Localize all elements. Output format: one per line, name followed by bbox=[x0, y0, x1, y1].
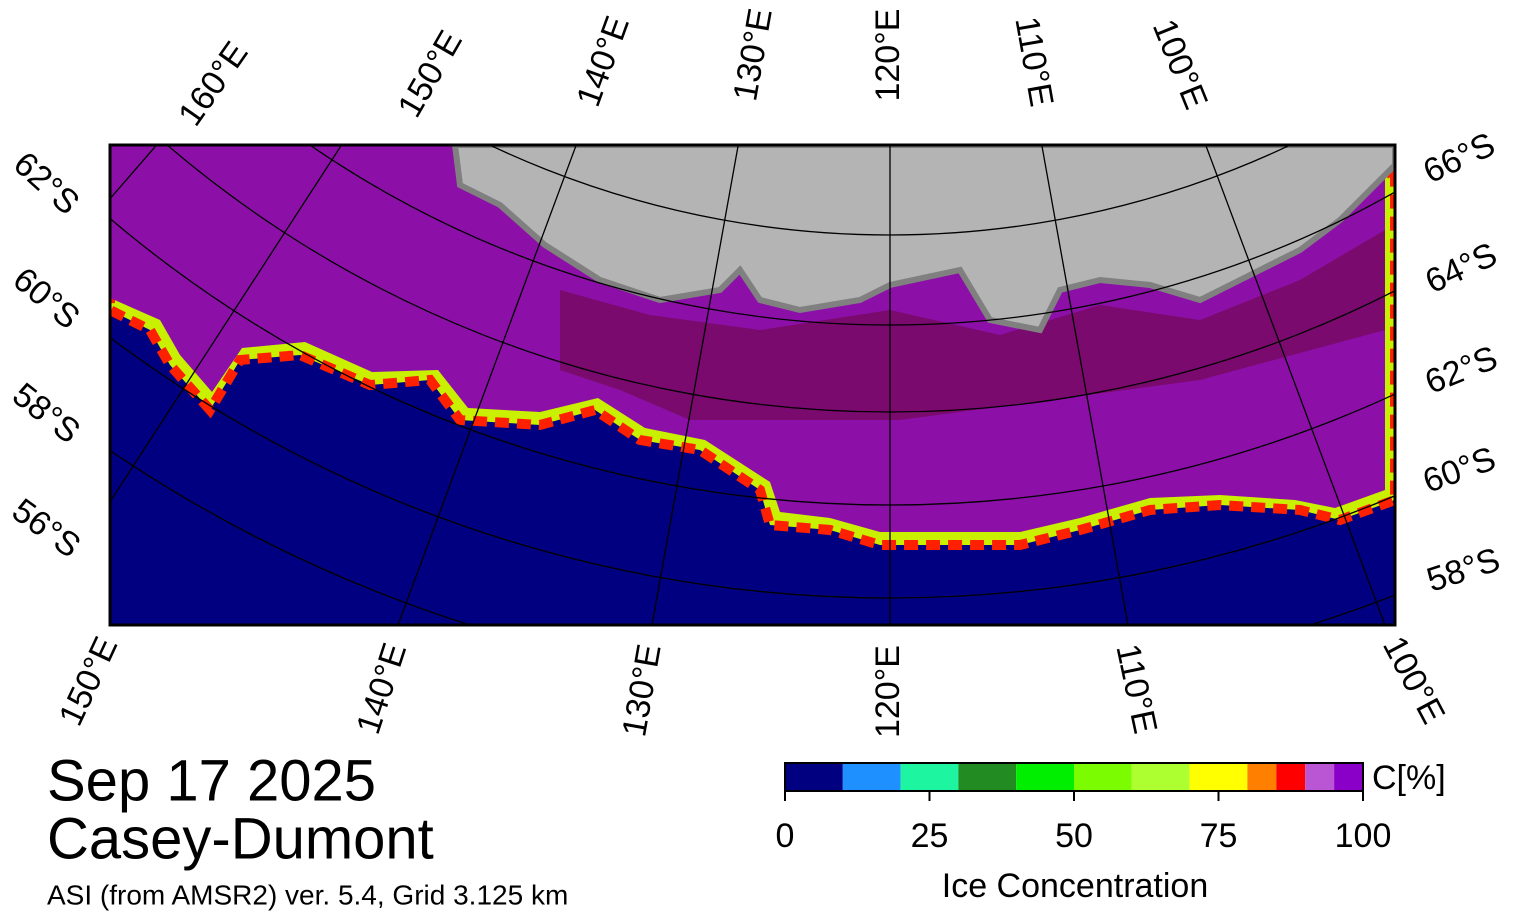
colorbar: 0 25 50 75 100 bbox=[776, 762, 1392, 855]
map bbox=[110, 145, 1395, 625]
coordinate-label: 100°E bbox=[1145, 14, 1215, 114]
graticule bbox=[110, 145, 1395, 625]
coordinate-label: 60°S bbox=[1418, 440, 1501, 501]
colorbar-segment bbox=[1189, 763, 1248, 791]
colorbar-segment bbox=[1016, 763, 1074, 791]
parallel bbox=[309, 145, 1395, 326]
coordinate-label: 66°S bbox=[1418, 125, 1501, 191]
colorbar-segment bbox=[1131, 763, 1190, 791]
coordinate-label: 150°E bbox=[391, 24, 470, 124]
coordinate-label: 120°E bbox=[869, 8, 907, 101]
parallel bbox=[166, 145, 1395, 413]
map-frame bbox=[108, 143, 1397, 627]
colorbar-tick-label: 50 bbox=[1055, 817, 1093, 855]
coordinate-label: 150°E bbox=[52, 631, 126, 731]
region-title: Casey-Dumont bbox=[47, 806, 434, 871]
coordinate-label: 62°S bbox=[1420, 339, 1503, 402]
coordinate-label: 140°E bbox=[569, 11, 637, 111]
coordinate-label: 60°S bbox=[6, 260, 87, 337]
colorbar-segment bbox=[958, 763, 1017, 791]
coordinate-label: 56°S bbox=[5, 491, 87, 565]
colorbar-segment bbox=[785, 763, 843, 791]
colorbar-segment bbox=[1247, 763, 1277, 791]
colorbar-segment bbox=[900, 763, 959, 791]
coordinate-label: 140°E bbox=[349, 639, 414, 739]
colorbar-tick-label: 100 bbox=[1335, 817, 1392, 855]
colorbar-segment bbox=[1305, 763, 1335, 791]
coordinate-label: 110°E bbox=[1108, 641, 1164, 737]
colorbar-segment bbox=[1276, 763, 1306, 791]
coordinate-label: 120°E bbox=[869, 645, 907, 738]
colorbar-label: Ice Concentration bbox=[942, 867, 1209, 905]
coordinate-label: 58°S bbox=[5, 376, 87, 452]
colorbar-unit: C[%] bbox=[1372, 759, 1446, 797]
date-title: Sep 17 2025 bbox=[47, 748, 376, 813]
parallel bbox=[110, 336, 1395, 599]
colorbar-tick-label: 75 bbox=[1200, 817, 1238, 855]
land bbox=[451, 145, 1395, 334]
parallel bbox=[110, 217, 1395, 506]
coordinate-label: 110°E bbox=[1007, 14, 1060, 110]
subtitle: ASI (from AMSR2) ver. 5.4, Grid 3.125 km bbox=[47, 879, 568, 910]
coordinate-label: 64°S bbox=[1420, 235, 1503, 301]
colorbar-segment bbox=[1334, 763, 1363, 791]
inner-ice bbox=[560, 230, 1385, 420]
coordinate-label: 58°S bbox=[1422, 541, 1504, 600]
coordinate-label: 62°S bbox=[6, 145, 86, 223]
colorbar-segment bbox=[842, 763, 901, 791]
parallel bbox=[488, 145, 1292, 236]
coordinate-label: 100°E bbox=[1375, 630, 1452, 730]
colorbar-tick-label: 25 bbox=[911, 817, 949, 855]
colorbar-segment bbox=[1074, 763, 1132, 791]
coordinate-label: 130°E bbox=[726, 6, 780, 104]
coordinate-label: 130°E bbox=[615, 641, 669, 739]
coordinate-label: 160°E bbox=[171, 35, 255, 133]
colorbar-tick-label: 0 bbox=[776, 817, 795, 855]
